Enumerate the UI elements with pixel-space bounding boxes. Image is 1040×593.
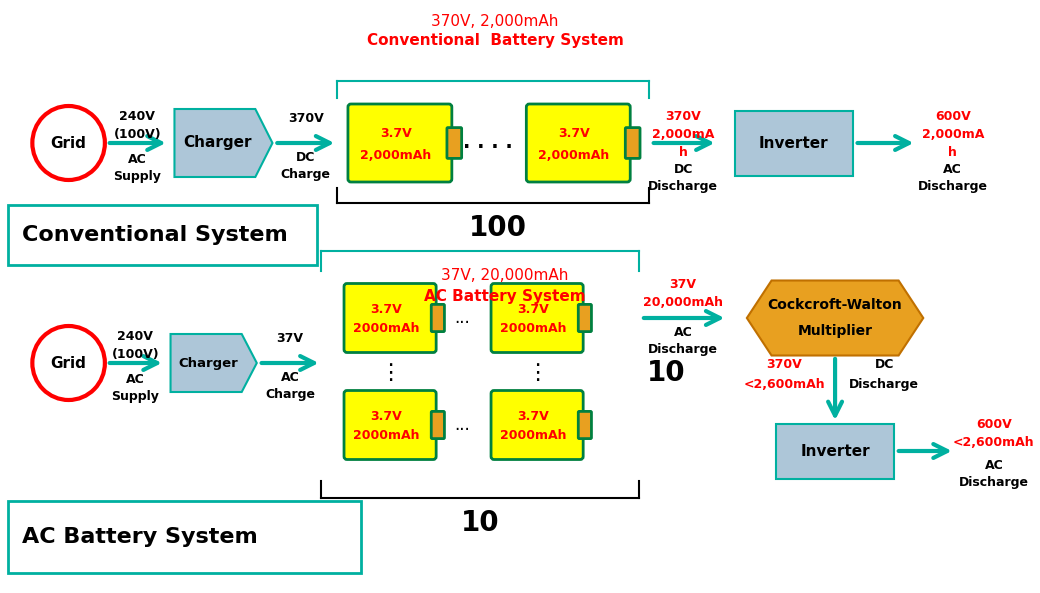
FancyBboxPatch shape [735, 110, 853, 176]
Text: . . . .: . . . . [463, 133, 513, 152]
Text: Charger: Charger [183, 135, 252, 151]
FancyBboxPatch shape [447, 127, 462, 158]
Text: AC: AC [281, 371, 300, 384]
FancyBboxPatch shape [348, 104, 451, 182]
Text: ⋮: ⋮ [526, 363, 548, 383]
FancyBboxPatch shape [625, 127, 640, 158]
Text: Cockcroft-Walton: Cockcroft-Walton [768, 298, 903, 313]
Text: 2,000mA: 2,000mA [652, 128, 714, 141]
Text: DC: DC [875, 358, 893, 371]
FancyBboxPatch shape [8, 205, 316, 265]
Text: h: h [679, 146, 687, 159]
Text: <2,600mAh: <2,600mAh [744, 378, 825, 391]
Text: 20,000mAh: 20,000mAh [643, 296, 723, 309]
Text: 370V: 370V [766, 358, 802, 371]
FancyBboxPatch shape [526, 104, 630, 182]
Polygon shape [747, 280, 924, 355]
Text: 2000mAh: 2000mAh [500, 429, 567, 442]
Text: (100V): (100V) [113, 128, 161, 141]
Text: 3.7V: 3.7V [518, 410, 549, 423]
FancyBboxPatch shape [578, 412, 592, 439]
FancyBboxPatch shape [344, 391, 436, 460]
Text: Charger: Charger [178, 356, 238, 369]
Text: 100: 100 [469, 214, 527, 242]
Text: Supply: Supply [111, 390, 159, 403]
Text: Discharge: Discharge [849, 378, 919, 391]
FancyBboxPatch shape [491, 283, 583, 352]
Text: Inverter: Inverter [800, 444, 869, 458]
Text: 3.7V: 3.7V [558, 127, 590, 140]
Text: 3.7V: 3.7V [370, 410, 402, 423]
FancyBboxPatch shape [491, 391, 583, 460]
Text: 240V: 240V [118, 330, 153, 343]
Text: Inverter: Inverter [759, 135, 829, 151]
Text: Multiplier: Multiplier [798, 324, 873, 338]
Text: Charge: Charge [265, 388, 315, 401]
Text: Supply: Supply [113, 170, 161, 183]
FancyBboxPatch shape [8, 501, 361, 573]
Text: Grid: Grid [51, 135, 86, 151]
FancyBboxPatch shape [578, 304, 592, 331]
Text: 3.7V: 3.7V [380, 127, 412, 140]
Text: 2,000mAh: 2,000mAh [539, 149, 609, 162]
FancyBboxPatch shape [776, 423, 894, 479]
Text: Charge: Charge [281, 168, 331, 181]
Text: ...: ... [454, 309, 470, 327]
FancyBboxPatch shape [432, 304, 444, 331]
Text: ...: ... [454, 416, 470, 434]
Text: (100V): (100V) [111, 348, 159, 361]
Text: 600V: 600V [935, 110, 970, 123]
Text: Discharge: Discharge [959, 476, 1029, 489]
Polygon shape [175, 109, 272, 177]
Text: Grid: Grid [51, 355, 86, 371]
Text: Conventional System: Conventional System [22, 225, 287, 245]
Text: 10: 10 [461, 509, 499, 537]
Text: h: h [948, 146, 957, 159]
Text: DC: DC [674, 163, 693, 176]
Text: Discharge: Discharge [648, 343, 719, 356]
Polygon shape [171, 334, 257, 392]
Text: 2000mAh: 2000mAh [354, 322, 419, 335]
Text: ⋮: ⋮ [379, 363, 401, 383]
Text: 370V, 2,000mAh: 370V, 2,000mAh [432, 14, 558, 28]
Circle shape [32, 106, 105, 180]
Text: 2,000mAh: 2,000mAh [360, 149, 432, 162]
Text: 37V, 20,000mAh: 37V, 20,000mAh [441, 267, 569, 282]
Text: AC: AC [985, 459, 1004, 472]
Text: DC: DC [296, 151, 315, 164]
Text: 2000mAh: 2000mAh [354, 429, 419, 442]
Text: 600V: 600V [976, 418, 1012, 431]
Text: Conventional  Battery System: Conventional Battery System [366, 33, 623, 49]
Text: 10: 10 [647, 359, 685, 387]
Text: 240V: 240V [120, 110, 155, 123]
Text: 2000mAh: 2000mAh [500, 322, 567, 335]
Circle shape [32, 326, 105, 400]
Text: 3.7V: 3.7V [370, 303, 402, 316]
Text: 370V: 370V [666, 110, 701, 123]
Text: Discharge: Discharge [917, 180, 988, 193]
Text: 2,000mA: 2,000mA [921, 128, 984, 141]
Text: <2,600mAh: <2,600mAh [953, 436, 1035, 449]
Text: AC: AC [126, 373, 145, 386]
Text: 37V: 37V [277, 332, 304, 345]
FancyBboxPatch shape [432, 412, 444, 439]
Text: AC Battery System: AC Battery System [424, 289, 586, 304]
Text: AC: AC [674, 326, 693, 339]
Text: AC: AC [128, 153, 147, 166]
Text: AC: AC [943, 163, 962, 176]
Text: Discharge: Discharge [648, 180, 719, 193]
Text: 37V: 37V [670, 278, 697, 291]
FancyBboxPatch shape [344, 283, 436, 352]
Text: AC Battery System: AC Battery System [22, 527, 257, 547]
Text: 3.7V: 3.7V [518, 303, 549, 316]
Text: 370V: 370V [288, 112, 323, 125]
